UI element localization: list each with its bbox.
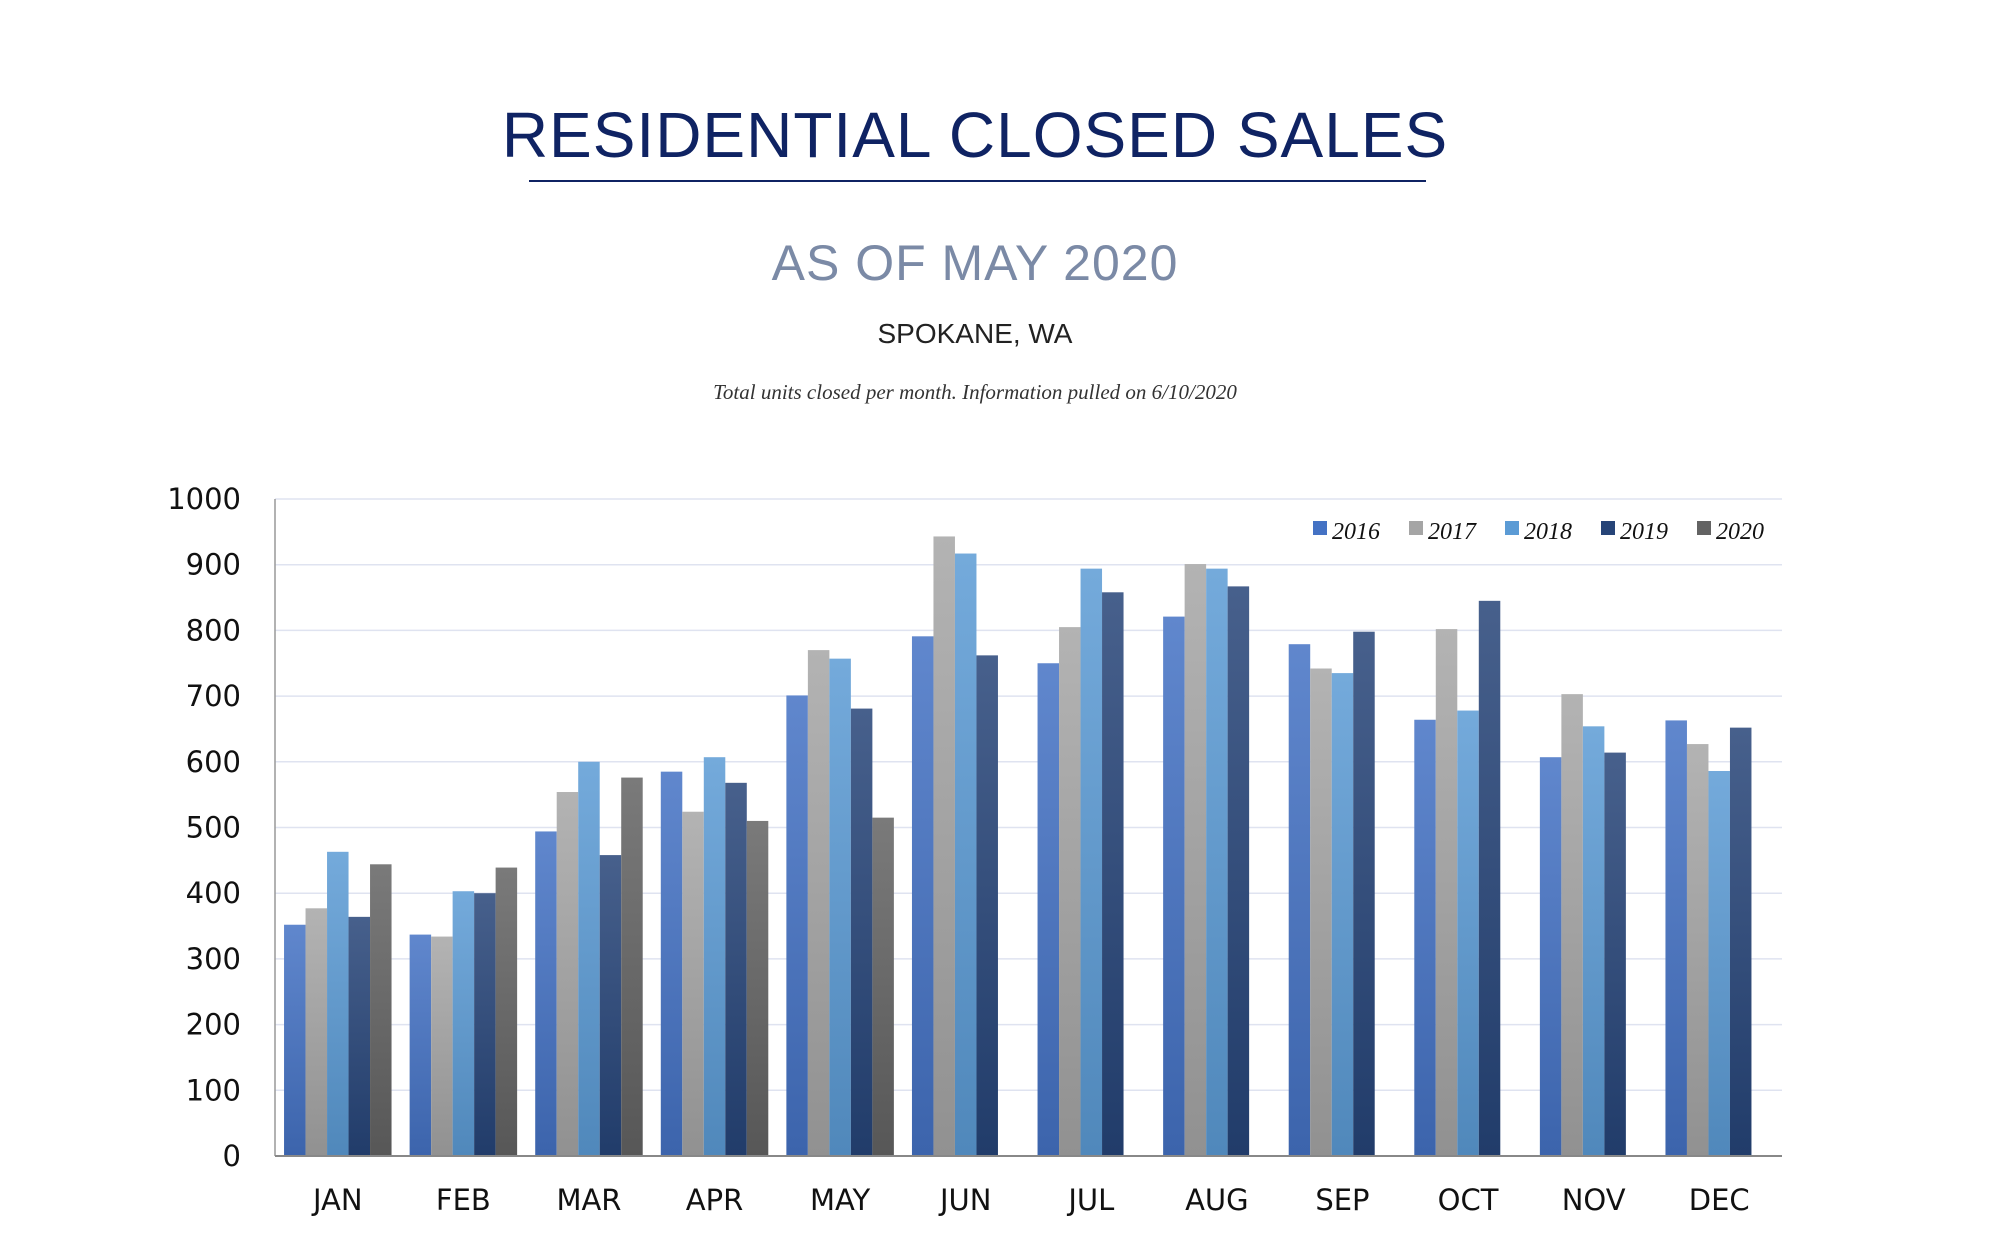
y-tick-label: 900: [186, 548, 241, 582]
x-tick-label: SEP: [1315, 1183, 1369, 1217]
bar-jan-2020: [370, 864, 392, 1156]
bar-nov-2019: [1604, 752, 1626, 1156]
bar-aug-2017: [1184, 564, 1207, 1156]
x-tick-label: JUL: [1066, 1183, 1114, 1217]
legend-label-2017: 2017: [1428, 519, 1477, 545]
bar-oct-2019: [1478, 600, 1501, 1156]
y-tick-label: 500: [186, 811, 241, 845]
bar-dec-2016: [1665, 720, 1687, 1156]
bar-apr-2019: [725, 782, 747, 1156]
y-tick-label: 800: [186, 613, 241, 647]
bar-jan-2019: [348, 916, 371, 1156]
y-tick-label: 400: [186, 876, 241, 910]
y-tick-label: 700: [186, 679, 241, 713]
bar-jun-2018: [954, 553, 977, 1156]
gridlines: [275, 498, 1782, 1092]
legend-swatch-2016: [1313, 521, 1327, 535]
bar-apr-2016: [660, 771, 683, 1156]
y-tick-label: 0: [223, 1139, 241, 1173]
bar-feb-2017: [431, 936, 453, 1156]
bar-mar-2019: [599, 855, 622, 1156]
bar-may-2016: [786, 695, 808, 1156]
x-tick-label: JAN: [311, 1183, 363, 1217]
bar-apr-2018: [703, 757, 726, 1156]
y-tick-label: 300: [186, 942, 241, 976]
bar-jun-2017: [933, 536, 955, 1156]
legend-swatch-2018: [1505, 521, 1519, 535]
bar-mar-2020: [621, 777, 643, 1156]
bar-mar-2017: [556, 792, 579, 1156]
legend-label-2020: 2020: [1716, 519, 1764, 545]
bar-feb-2016: [409, 934, 432, 1156]
axes: 0 100 200 300 400 500 600 700 800 900 1000 JAN FEB MA…: [167, 482, 1782, 1217]
bar-jul-2019: [1102, 592, 1124, 1156]
bar-sep-2017: [1310, 668, 1332, 1156]
chart-subtitle: AS OF MAY 2020: [771, 235, 1179, 291]
title-underline: [529, 180, 1426, 182]
bar-mar-2018: [578, 761, 600, 1156]
chart-title: RESIDENTIAL CLOSED SALES: [501, 99, 1449, 171]
x-tick-label: AUG: [1185, 1183, 1249, 1217]
bar-jun-2019: [976, 655, 998, 1156]
bar-apr-2017: [682, 811, 704, 1156]
bar-oct-2018: [1457, 710, 1479, 1156]
x-tick-label: NOV: [1562, 1183, 1626, 1217]
y-tick-label: 200: [186, 1008, 241, 1042]
bar-jul-2016: [1037, 663, 1060, 1156]
bar-dec-2018: [1708, 770, 1730, 1156]
bar-aug-2016: [1163, 616, 1185, 1156]
bar-sep-2019: [1353, 631, 1375, 1156]
bar-dec-2019: [1729, 727, 1752, 1156]
bar-aug-2019: [1227, 586, 1250, 1156]
legend: 2016 2017 2018 2019 2020: [1313, 519, 1764, 545]
bar-nov-2016: [1539, 757, 1562, 1156]
location-label: SPOKANE, WA: [877, 318, 1073, 349]
x-tick-label: MAY: [810, 1183, 871, 1217]
legend-swatch-2017: [1409, 521, 1423, 535]
bar-jan-2016: [284, 924, 306, 1156]
bar-feb-2019: [474, 893, 496, 1156]
bar-nov-2018: [1582, 726, 1605, 1156]
bar-sep-2016: [1288, 644, 1311, 1156]
bar-jul-2017: [1059, 627, 1081, 1156]
x-tick-label: APR: [686, 1183, 743, 1217]
x-tick-label: FEB: [436, 1183, 491, 1217]
bar-jul-2018: [1080, 568, 1103, 1156]
x-tick-label: OCT: [1438, 1183, 1499, 1217]
y-tick-label: 600: [186, 745, 241, 779]
bar-mar-2016: [535, 831, 557, 1156]
legend-swatch-2020: [1697, 521, 1711, 535]
y-tick-label: 1000: [167, 482, 241, 516]
bar-apr-2020: [746, 820, 769, 1156]
legend-label-2019: 2019: [1620, 519, 1668, 545]
bar-oct-2017: [1435, 629, 1458, 1156]
bar-feb-2018: [452, 891, 475, 1156]
bars: [284, 536, 1752, 1156]
bar-may-2020: [872, 817, 894, 1156]
bar-may-2019: [850, 708, 873, 1156]
bar-feb-2020: [495, 867, 518, 1156]
x-tick-label: DEC: [1689, 1183, 1750, 1217]
bar-nov-2017: [1561, 694, 1583, 1156]
bar-jan-2017: [305, 908, 328, 1156]
y-tick-label: 100: [186, 1073, 241, 1107]
legend-label-2018: 2018: [1524, 519, 1572, 545]
legend-swatch-2019: [1601, 521, 1615, 535]
bar-jun-2016: [911, 636, 934, 1156]
bar-oct-2016: [1414, 719, 1436, 1156]
bar-jan-2018: [327, 851, 349, 1156]
bar-dec-2017: [1686, 744, 1709, 1156]
bar-sep-2018: [1331, 673, 1354, 1156]
x-tick-label: JUN: [938, 1183, 991, 1217]
chart-note: Total units closed per month. Informatio…: [713, 380, 1237, 404]
legend-label-2016: 2016: [1332, 519, 1380, 545]
x-tick-label: MAR: [556, 1183, 621, 1217]
bar-may-2018: [829, 658, 851, 1156]
bar-aug-2018: [1206, 568, 1228, 1156]
bar-may-2017: [807, 650, 830, 1156]
